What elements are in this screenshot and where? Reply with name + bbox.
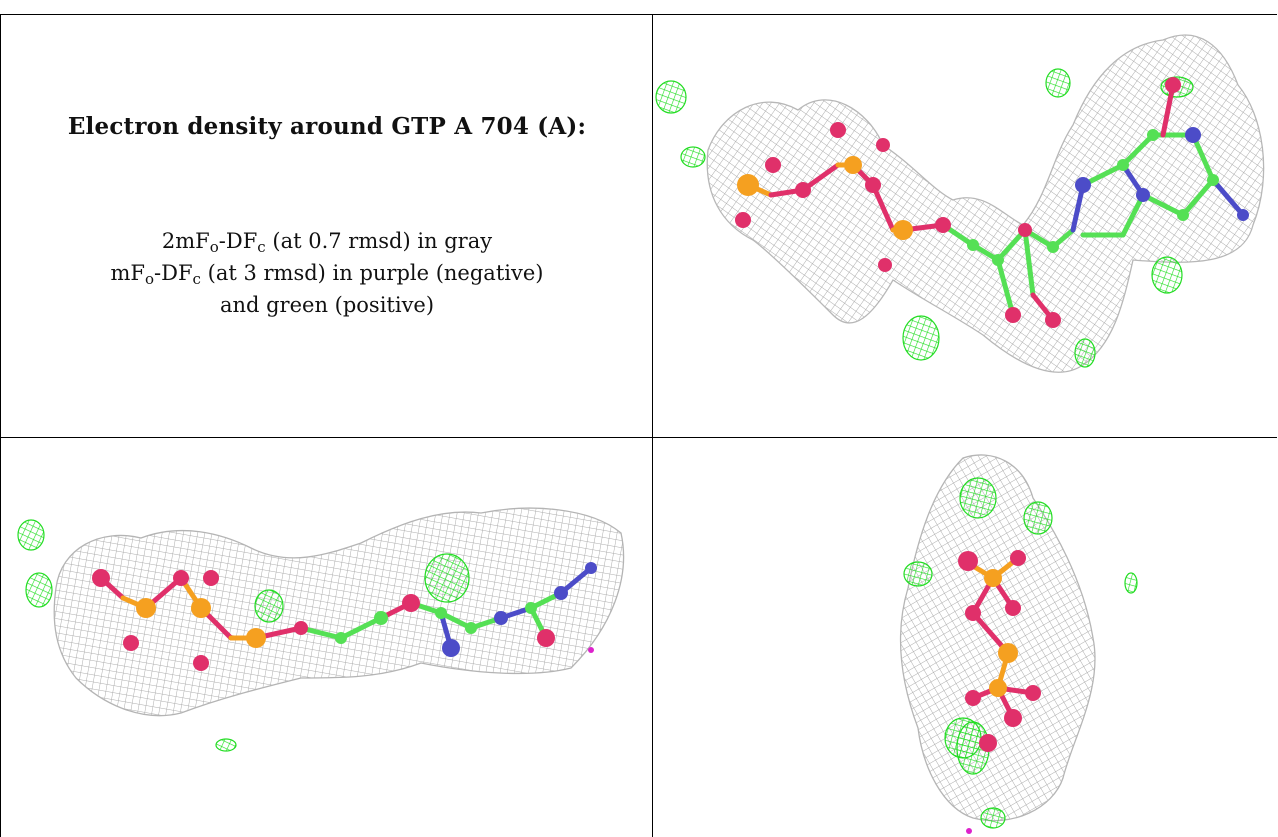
figure-title: Electron density around GTP A 704 (A):	[67, 113, 587, 140]
legend-line-2mfo: 2mFo-DFc (at 0.7 rmsd) in gray	[161, 229, 493, 256]
table-border-top	[1, 14, 1277, 15]
purple-difference-blob	[966, 828, 972, 834]
legend-line-green: and green (positive)	[219, 293, 435, 317]
density-panel-top-right	[653, 15, 1277, 437]
table-row-divider	[1, 437, 1277, 438]
density-image-bottom-left	[17, 507, 625, 752]
figure-legend: 2mFo-DFc (at 0.7 rmsd) in gray mFo-DFc (…	[1, 225, 652, 321]
gray-density-mesh	[706, 34, 1265, 373]
density-panel-bottom-left	[1, 438, 652, 837]
green-difference-blobs	[655, 68, 1194, 368]
table-column-divider	[652, 14, 653, 837]
density-panel-bottom-right	[653, 438, 1277, 837]
caption-cell: Electron density around GTP A 704 (A): 2…	[1, 15, 652, 437]
green-difference-blobs	[17, 519, 470, 752]
gtp-atoms	[735, 77, 1249, 328]
table-border-left	[0, 14, 1, 837]
legend-line-mfo: mFo-DFc (at 3 rmsd) in purple (negative)	[110, 261, 544, 288]
gtp-atoms	[92, 562, 597, 671]
gtp-atoms	[958, 550, 1041, 752]
density-image-bottom-right	[899, 454, 1138, 834]
green-difference-blobs	[903, 477, 1138, 829]
density-image-top-right	[655, 34, 1265, 373]
purple-difference-blob	[588, 647, 594, 653]
